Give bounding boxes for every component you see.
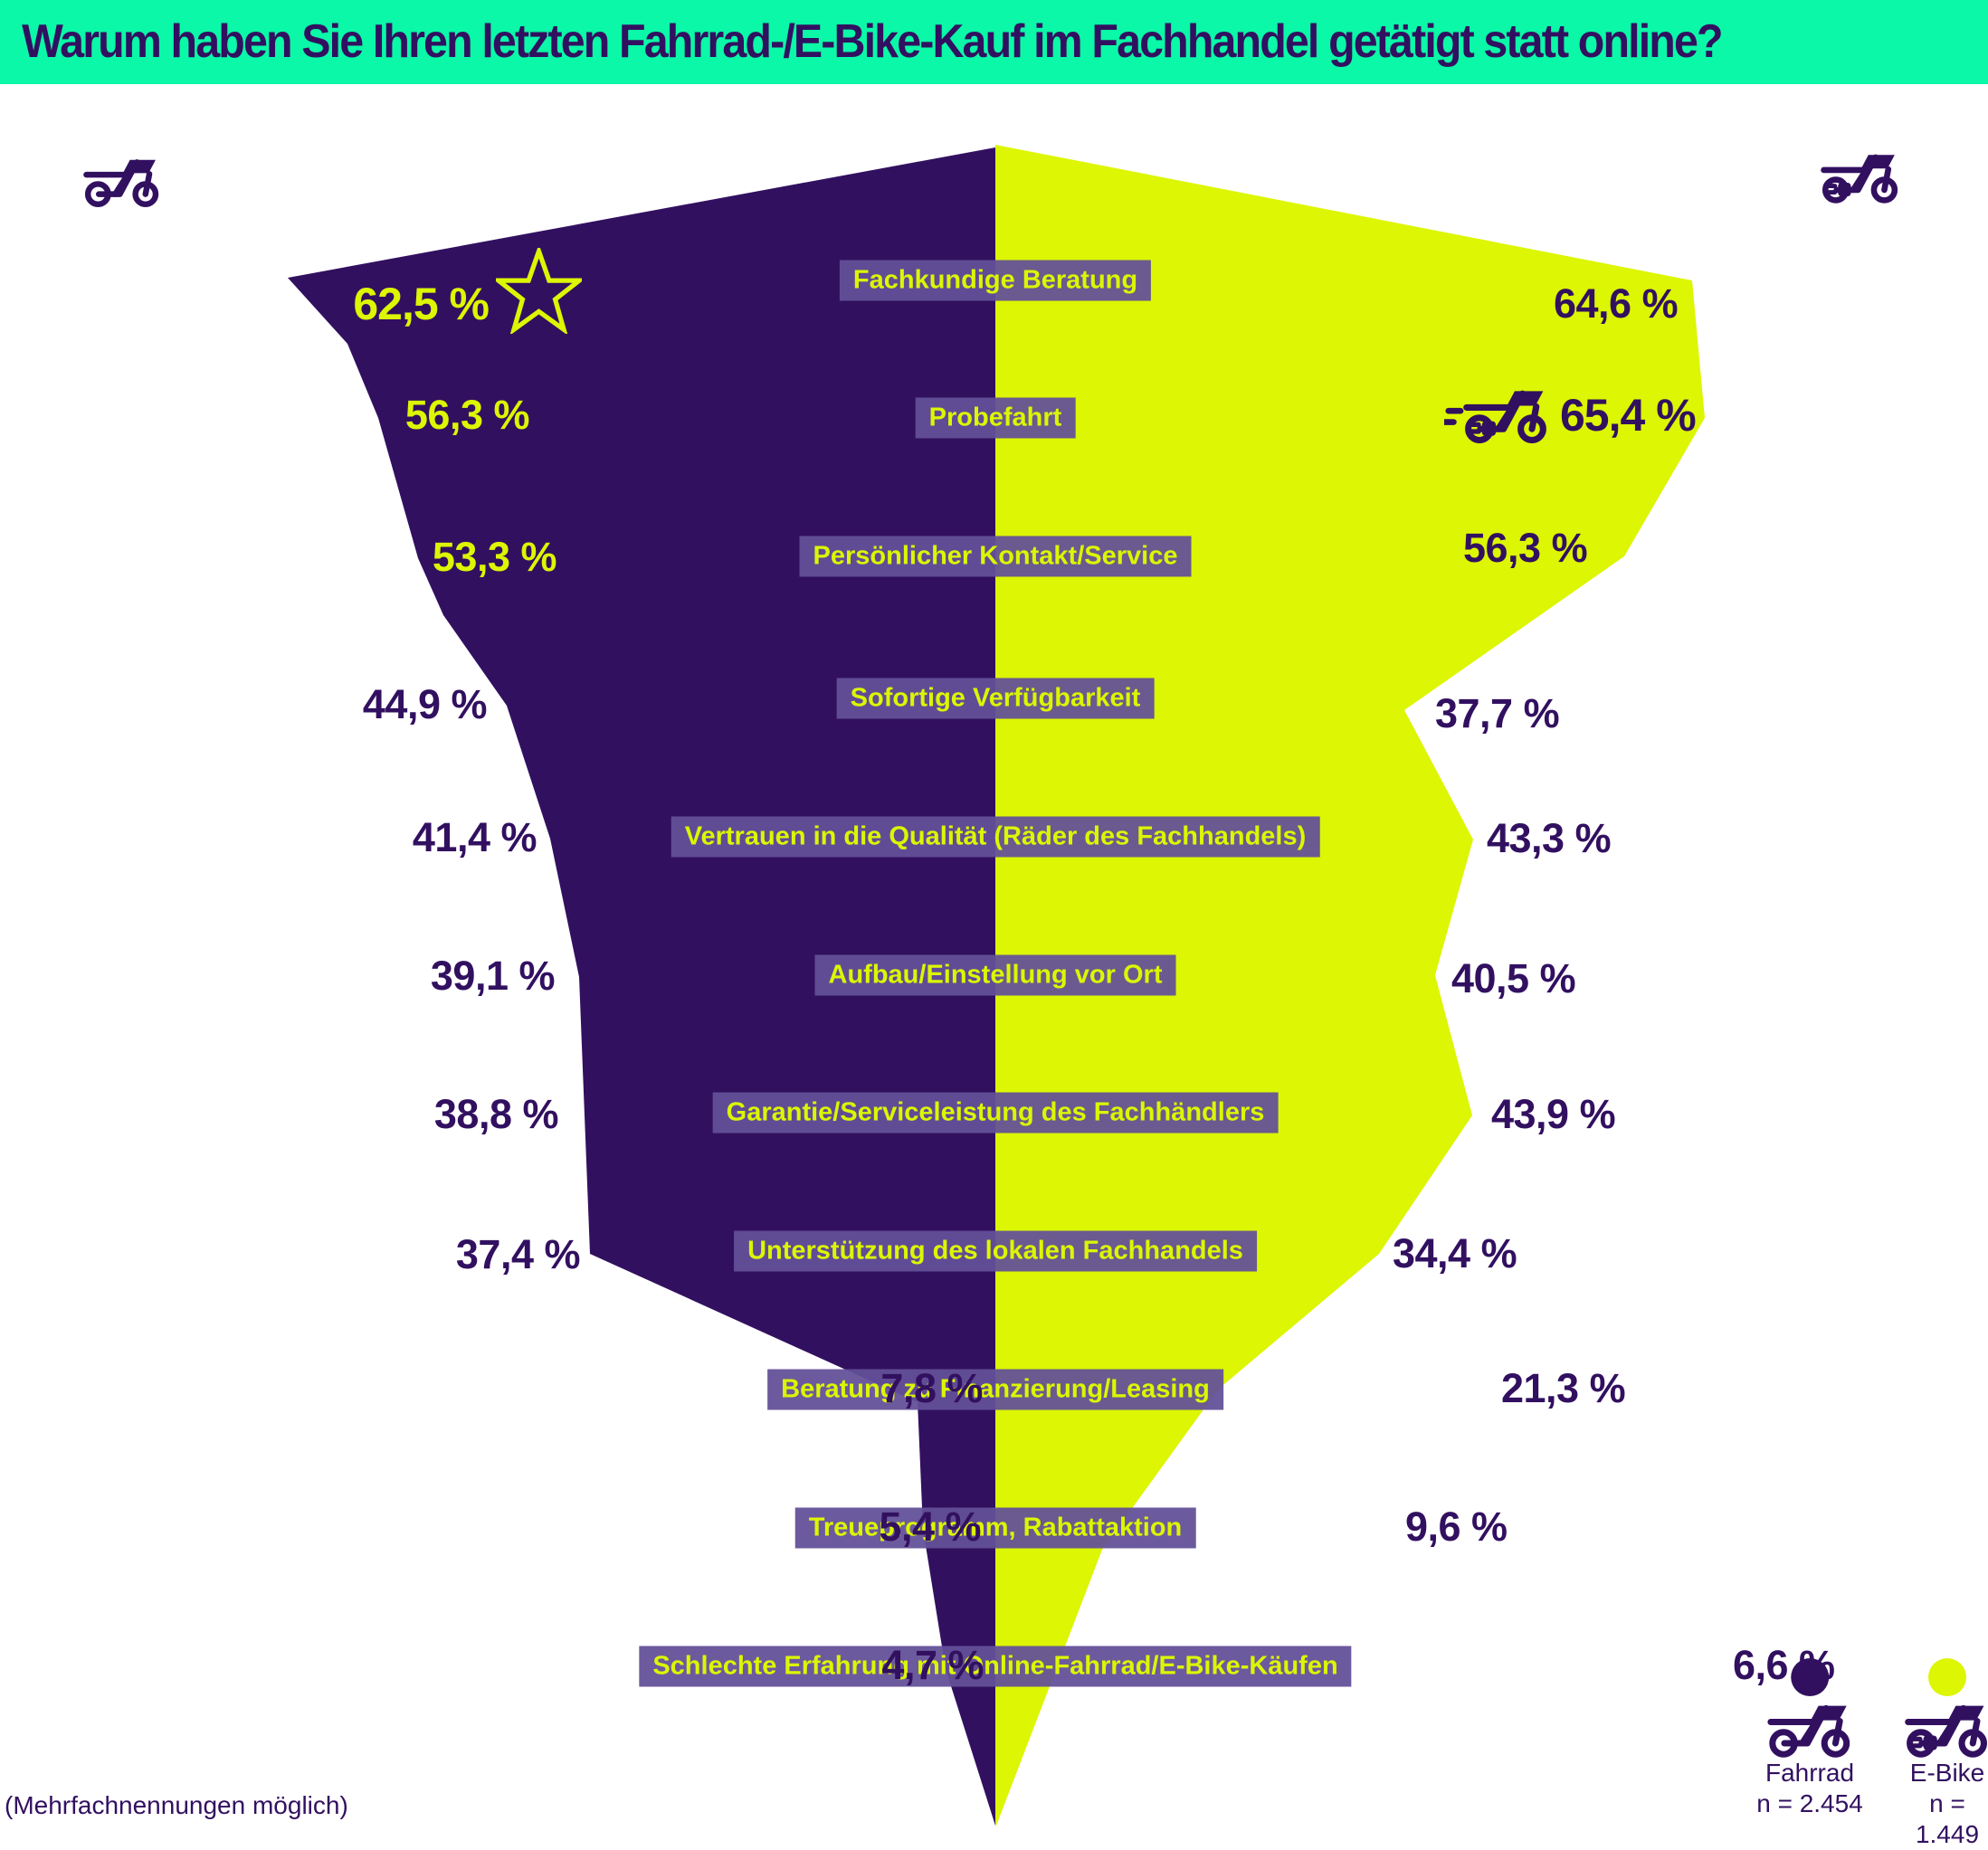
- value-ebike: 64,6 %: [1554, 280, 1679, 327]
- category-badge: Aufbau/Einstellung vor Ort: [814, 954, 1176, 996]
- e-bike-dot-icon: [1928, 1658, 1966, 1696]
- e-bike-speed-icon: [1444, 380, 1549, 449]
- category-badge: Vertrauen in die Qualität (Räder des Fac…: [671, 816, 1320, 858]
- value-fahrrad: 5,4 %: [879, 1503, 981, 1550]
- value-ebike: 37,7 %: [1435, 689, 1560, 736]
- value-fahrrad: 37,4 %: [455, 1230, 581, 1277]
- title-bar: Warum haben Sie Ihren letzten Fahrrad-/E…: [0, 0, 1988, 84]
- value-ebike: 43,9 %: [1491, 1090, 1616, 1137]
- e-bike-icon: [1902, 1700, 1988, 1758]
- category-badge: Fachkundige Beratung: [839, 260, 1152, 301]
- category-badge: Schlechte Erfahrung mit Online-Fahrrad/E…: [639, 1646, 1352, 1687]
- value-fahrrad: 62,5 %: [353, 278, 490, 329]
- value-fahrrad: 39,1 %: [430, 952, 556, 999]
- category-badge: Persönlicher Kontakt/Service: [799, 536, 1192, 577]
- fahrrad-dot-icon: [1791, 1658, 1829, 1696]
- value-ebike: 56,3 %: [1463, 524, 1588, 571]
- bicycle-icon: [83, 153, 161, 209]
- category-badge: Sofortige Verfügbarkeit: [836, 678, 1155, 719]
- category-badge: Probefahrt: [915, 397, 1076, 439]
- legend-sample-size: n = 1.449: [1915, 1789, 1980, 1848]
- star-icon: [496, 248, 582, 334]
- value-ebike: 34,4 %: [1393, 1229, 1517, 1276]
- value-fahrrad: 7,8 %: [880, 1364, 983, 1411]
- value-ebike: 9,6 %: [1405, 1503, 1508, 1550]
- value-fahrrad: 4,7 %: [881, 1641, 984, 1688]
- footnote: (Mehrfachnennungen möglich): [5, 1791, 348, 1819]
- legend-item: Fahrrad n = 2.454: [1756, 1658, 1863, 1819]
- value-fahrrad: 44,9 %: [362, 680, 488, 727]
- value-ebike: 43,3 %: [1487, 814, 1612, 861]
- legend-item: E-Bike n = 1.449: [1902, 1658, 1988, 1850]
- category-badge: Treueprogramm, Rabattaktion: [794, 1507, 1196, 1549]
- value-ebike: 65,4 %: [1560, 389, 1697, 441]
- value-fahrrad: 38,8 %: [433, 1090, 559, 1137]
- legend-sample-size: n = 2.454: [1756, 1789, 1863, 1817]
- legend-label: E-Bike: [1909, 1759, 1985, 1787]
- category-badge: Unterstützung des lokalen Fachhandels: [734, 1230, 1257, 1272]
- category-badge: Beratung zu Finanzierung/Leasing: [767, 1369, 1223, 1410]
- legend-label: Fahrrad: [1764, 1759, 1855, 1787]
- bicycle-icon: [1764, 1700, 1855, 1758]
- value-ebike: 40,5 %: [1451, 954, 1576, 1001]
- page-title: Warum haben Sie Ihren letzten Fahrrad-/E…: [22, 15, 1723, 68]
- value-fahrrad: 53,3 %: [432, 533, 557, 580]
- value-ebike: 21,3 %: [1501, 1364, 1626, 1411]
- value-fahrrad: 41,4 %: [412, 813, 537, 860]
- e-bike-icon: [1821, 147, 1900, 206]
- category-badge: Garantie/Serviceleistung des Fachhändler…: [712, 1092, 1279, 1134]
- value-fahrrad: 56,3 %: [404, 391, 530, 438]
